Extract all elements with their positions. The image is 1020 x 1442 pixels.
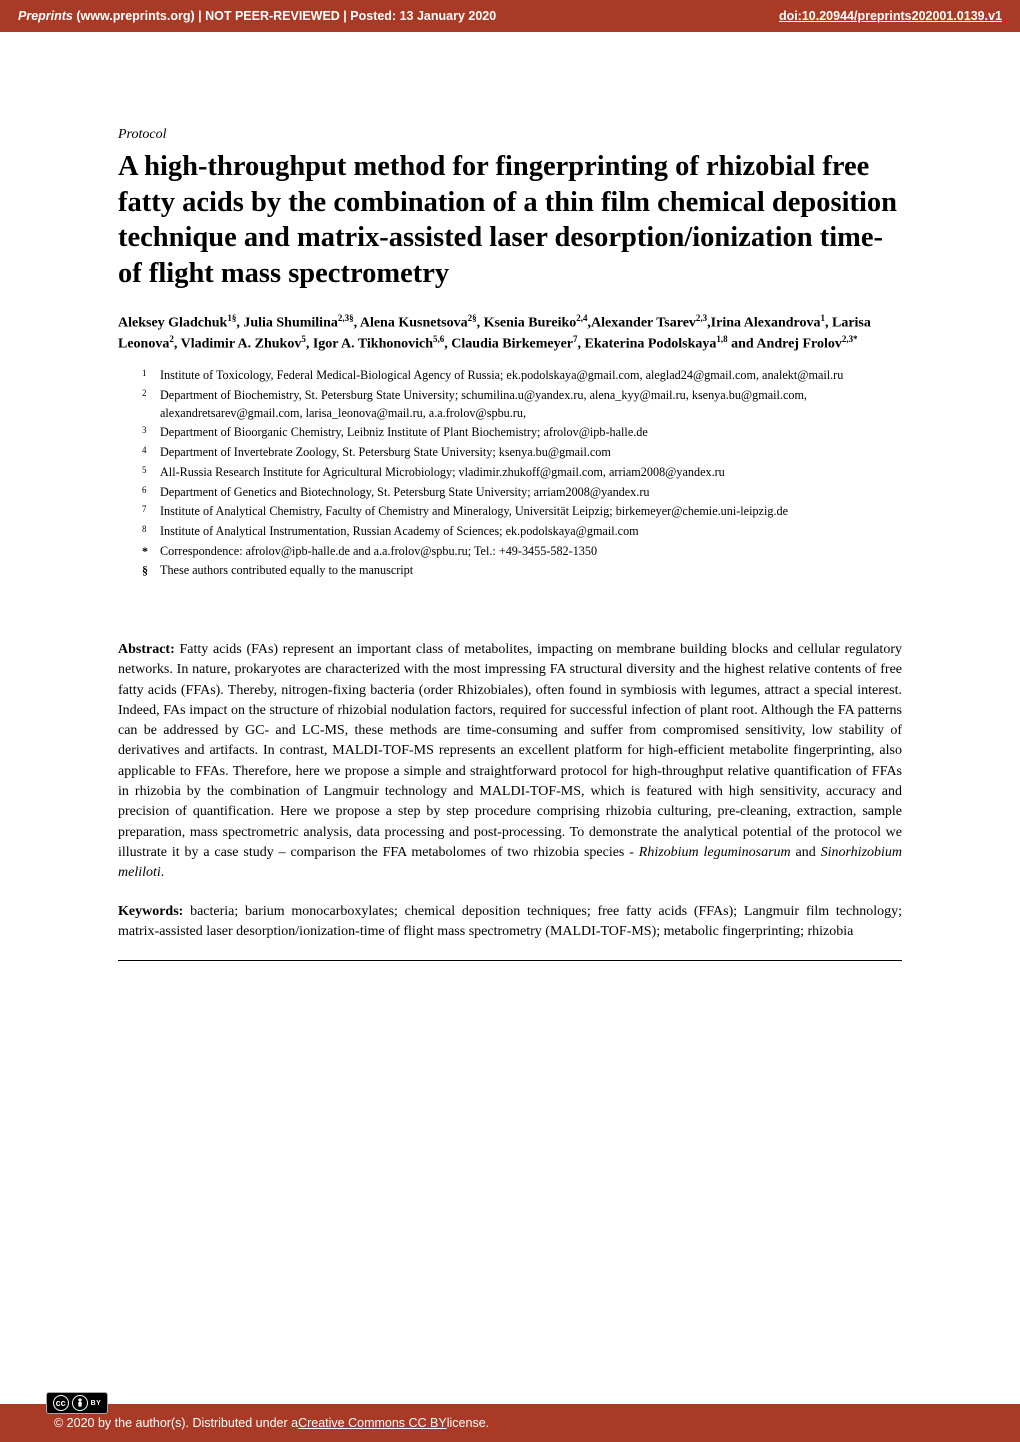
affiliation-marker: 1 xyxy=(142,367,160,385)
abstract-mid: and xyxy=(791,845,821,860)
affiliation-marker: 7 xyxy=(142,503,160,521)
cc-by-badge-icon: cc BY xyxy=(46,1392,108,1414)
affiliation-list: 1Institute of Toxicology, Federal Medica… xyxy=(118,367,902,580)
footer-suffix: license. xyxy=(447,1416,489,1430)
keywords-text: bacteria; barium monocarboxylates; chemi… xyxy=(118,904,902,939)
affiliation-text: Department of Invertebrate Zoology, St. … xyxy=(160,444,902,462)
affiliation-row: 5All-Russia Research Institute for Agric… xyxy=(142,464,902,482)
preprint-banner: Preprints (www.preprints.org) | NOT PEER… xyxy=(0,0,1020,32)
affiliation-row: 8Institute of Analytical Instrumentation… xyxy=(142,523,902,541)
affiliation-text: Institute of Analytical Instrumentation,… xyxy=(160,523,902,541)
affiliation-marker: 6 xyxy=(142,484,160,502)
author-list: Aleksey Gladchuk1§, Julia Shumilina2,3§,… xyxy=(118,312,902,356)
affiliation-text: Institute of Analytical Chemistry, Facul… xyxy=(160,503,902,521)
keywords: Keywords: bacteria; barium monocarboxyla… xyxy=(118,902,902,943)
affiliation-marker: 2 xyxy=(142,387,160,422)
abstract: Abstract: Fatty acids (FAs) represent an… xyxy=(118,640,902,884)
keywords-label: Keywords: xyxy=(118,904,183,919)
affiliation-row: 2Department of Biochemistry, St. Petersb… xyxy=(142,387,902,422)
section-divider xyxy=(118,960,902,961)
affiliation-text: Department of Biochemistry, St. Petersbu… xyxy=(160,387,902,422)
affiliation-marker: 3 xyxy=(142,424,160,442)
by-person-icon xyxy=(72,1395,88,1411)
affiliation-text: Department of Genetics and Biotechnology… xyxy=(160,484,902,502)
banner-site-rest: (www.preprints.org) | NOT PEER-REVIEWED … xyxy=(73,9,496,23)
affiliation-marker: § xyxy=(142,562,160,580)
affiliation-row: 3Department of Bioorganic Chemistry, Lei… xyxy=(142,424,902,442)
by-label: BY xyxy=(91,1400,102,1407)
banner-doi[interactable]: doi:10.20944/preprints202001.0139.v1 xyxy=(779,9,1002,23)
affiliation-marker: 5 xyxy=(142,464,160,482)
affiliation-text: Department of Bioorganic Chemistry, Leib… xyxy=(160,424,902,442)
affiliation-row: *Correspondence: afrolov@ipb-halle.de an… xyxy=(142,543,902,561)
banner-left: Preprints (www.preprints.org) | NOT PEER… xyxy=(18,9,496,23)
affiliation-row: 1Institute of Toxicology, Federal Medica… xyxy=(142,367,902,385)
affiliation-marker: * xyxy=(142,543,160,561)
affiliation-row: 4Department of Invertebrate Zoology, St.… xyxy=(142,444,902,462)
affiliation-row: 7Institute of Analytical Chemistry, Facu… xyxy=(142,503,902,521)
footer-prefix: © 2020 by the author(s). Distributed und… xyxy=(54,1416,298,1430)
cc-license-link[interactable]: Creative Commons CC BY xyxy=(298,1416,447,1430)
affiliation-text: Correspondence: afrolov@ipb-halle.de and… xyxy=(160,543,902,561)
article-title: A high-throughput method for fingerprint… xyxy=(118,149,902,292)
abstract-text: Fatty acids (FAs) represent an important… xyxy=(118,642,902,860)
affiliation-row: 6Department of Genetics and Biotechnolog… xyxy=(142,484,902,502)
page-content: Protocol A high-throughput method for fi… xyxy=(0,32,1020,961)
affiliation-text: All-Russia Research Institute for Agricu… xyxy=(160,464,902,482)
affiliation-text: Institute of Toxicology, Federal Medical… xyxy=(160,367,902,385)
affiliation-marker: 8 xyxy=(142,523,160,541)
article-type: Protocol xyxy=(118,127,902,143)
abstract-species-1: Rhizobium leguminosarum xyxy=(639,845,791,860)
cc-circle-icon: cc xyxy=(53,1395,69,1411)
footer-bar: © 2020 by the author(s). Distributed und… xyxy=(0,1404,1020,1442)
affiliation-text: These authors contributed equally to the… xyxy=(160,562,902,580)
banner-site-italic: Preprints xyxy=(18,9,73,23)
affiliation-marker: 4 xyxy=(142,444,160,462)
abstract-end: . xyxy=(161,865,165,880)
abstract-label: Abstract: xyxy=(118,642,175,657)
affiliation-row: §These authors contributed equally to th… xyxy=(142,562,902,580)
